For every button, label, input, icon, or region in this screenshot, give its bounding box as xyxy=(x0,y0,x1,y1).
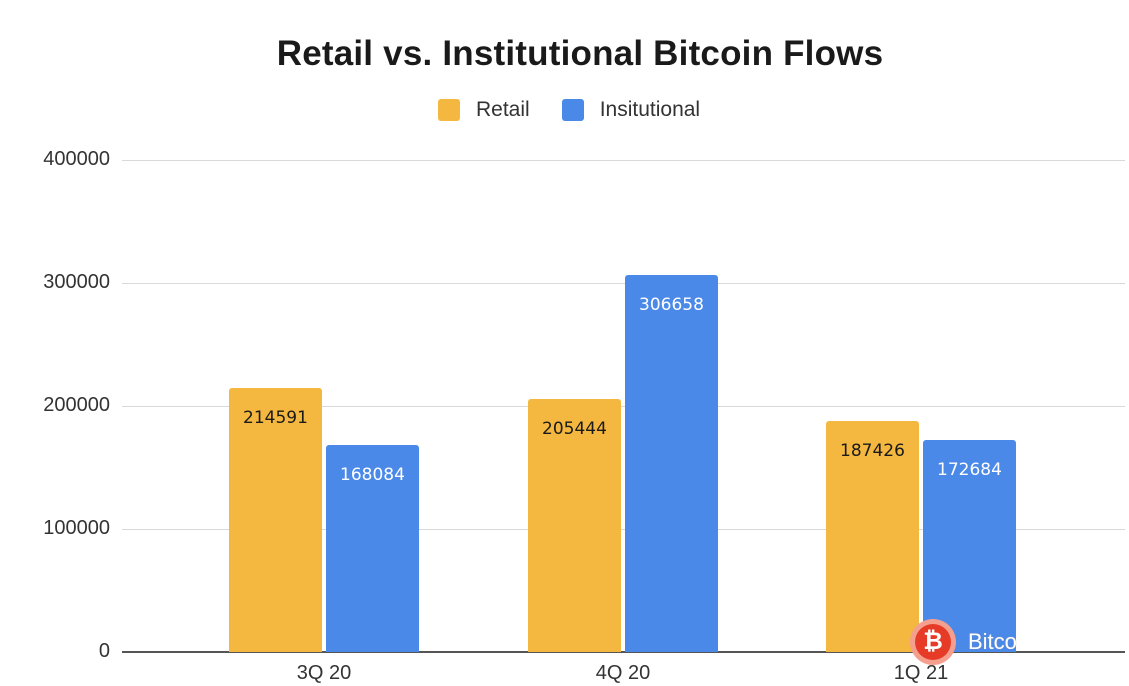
x-axis-line xyxy=(122,651,1125,653)
legend-swatch-retail xyxy=(438,99,460,121)
x-tick: 4Q 20 xyxy=(595,662,651,684)
y-tick: 300000 xyxy=(43,271,110,293)
bar-value-label: 168084 xyxy=(340,465,405,486)
legend-label-retail: Retail xyxy=(476,98,530,121)
x-tick: 3Q 20 xyxy=(296,662,352,684)
bitcoin-logo-icon: ₿ xyxy=(910,619,956,665)
bar-value-label: 172684 xyxy=(937,459,1002,480)
gridline xyxy=(122,283,1125,284)
bar-value-label: 306658 xyxy=(639,294,704,315)
y-tick: 200000 xyxy=(43,394,110,416)
bar-retail-3q20 xyxy=(229,388,322,652)
legend-label-institutional: Insitutional xyxy=(599,98,701,121)
y-tick: 400000 xyxy=(43,148,110,170)
bar-insitutional-4q20 xyxy=(625,274,718,652)
bar-value-label: 205444 xyxy=(542,419,607,440)
gridline xyxy=(122,529,1125,530)
bar-insitutional-3q20 xyxy=(326,445,419,652)
chart-title: Retail vs. Institutional Bitcoin Flows xyxy=(276,34,884,73)
x-tick: 1Q 21 xyxy=(893,662,949,684)
bar-insitutional-1q21 xyxy=(923,439,1016,652)
y-tick: 100000 xyxy=(43,517,110,539)
legend: Retail Insitutional xyxy=(438,98,732,122)
watermark: ₿ Bitco xyxy=(910,619,1017,665)
bar-value-label: 214591 xyxy=(243,408,308,429)
bar-value-label: 187426 xyxy=(840,441,905,462)
legend-item-retail: Retail xyxy=(438,98,530,122)
bar-retail-4q20 xyxy=(528,399,621,652)
gridline xyxy=(122,406,1125,407)
legend-swatch-institutional xyxy=(561,99,584,121)
watermark-text: Bitco xyxy=(968,629,1017,654)
gridline xyxy=(122,160,1125,161)
legend-item-institutional: Insitutional xyxy=(561,98,701,122)
bar-retail-1q21 xyxy=(826,421,919,652)
y-tick: 0 xyxy=(98,640,110,662)
